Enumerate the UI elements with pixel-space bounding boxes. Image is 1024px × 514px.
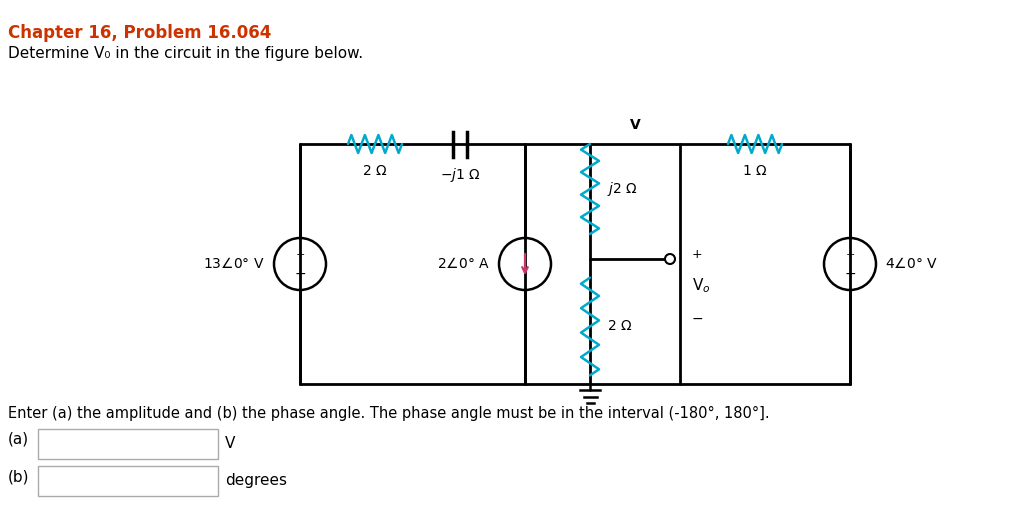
- Text: −: −: [294, 267, 306, 281]
- FancyBboxPatch shape: [38, 466, 218, 496]
- Text: V: V: [630, 118, 640, 132]
- FancyBboxPatch shape: [38, 429, 218, 459]
- Text: 1 $\Omega$: 1 $\Omega$: [742, 164, 768, 178]
- Text: +: +: [692, 248, 702, 261]
- Text: +: +: [846, 250, 855, 260]
- Text: 13$\angle$0° V: 13$\angle$0° V: [204, 256, 265, 271]
- Text: Chapter 16, Problem 16.064: Chapter 16, Problem 16.064: [8, 24, 271, 42]
- Text: $-j$1 $\Omega$: $-j$1 $\Omega$: [439, 166, 480, 184]
- Text: −: −: [692, 312, 703, 326]
- Text: 2$\angle$0° A: 2$\angle$0° A: [437, 256, 490, 271]
- Text: V$_o$: V$_o$: [692, 276, 711, 295]
- Text: (b): (b): [8, 470, 30, 485]
- Text: +: +: [295, 250, 305, 260]
- Circle shape: [665, 254, 675, 264]
- Text: Enter (a) the amplitude and (b) the phase angle. The phase angle must be in the : Enter (a) the amplitude and (b) the phas…: [8, 406, 770, 421]
- Text: $j$2 $\Omega$: $j$2 $\Omega$: [607, 180, 638, 198]
- Text: V: V: [225, 435, 236, 450]
- Text: 2 $\Omega$: 2 $\Omega$: [607, 320, 633, 334]
- Text: −: −: [844, 267, 856, 281]
- Text: (a): (a): [8, 432, 29, 447]
- Text: 2 $\Omega$: 2 $\Omega$: [362, 164, 388, 178]
- Text: Determine V₀ in the circuit in the figure below.: Determine V₀ in the circuit in the figur…: [8, 46, 364, 61]
- Text: 4$\angle$0° V: 4$\angle$0° V: [885, 256, 938, 271]
- Text: degrees: degrees: [225, 473, 287, 488]
